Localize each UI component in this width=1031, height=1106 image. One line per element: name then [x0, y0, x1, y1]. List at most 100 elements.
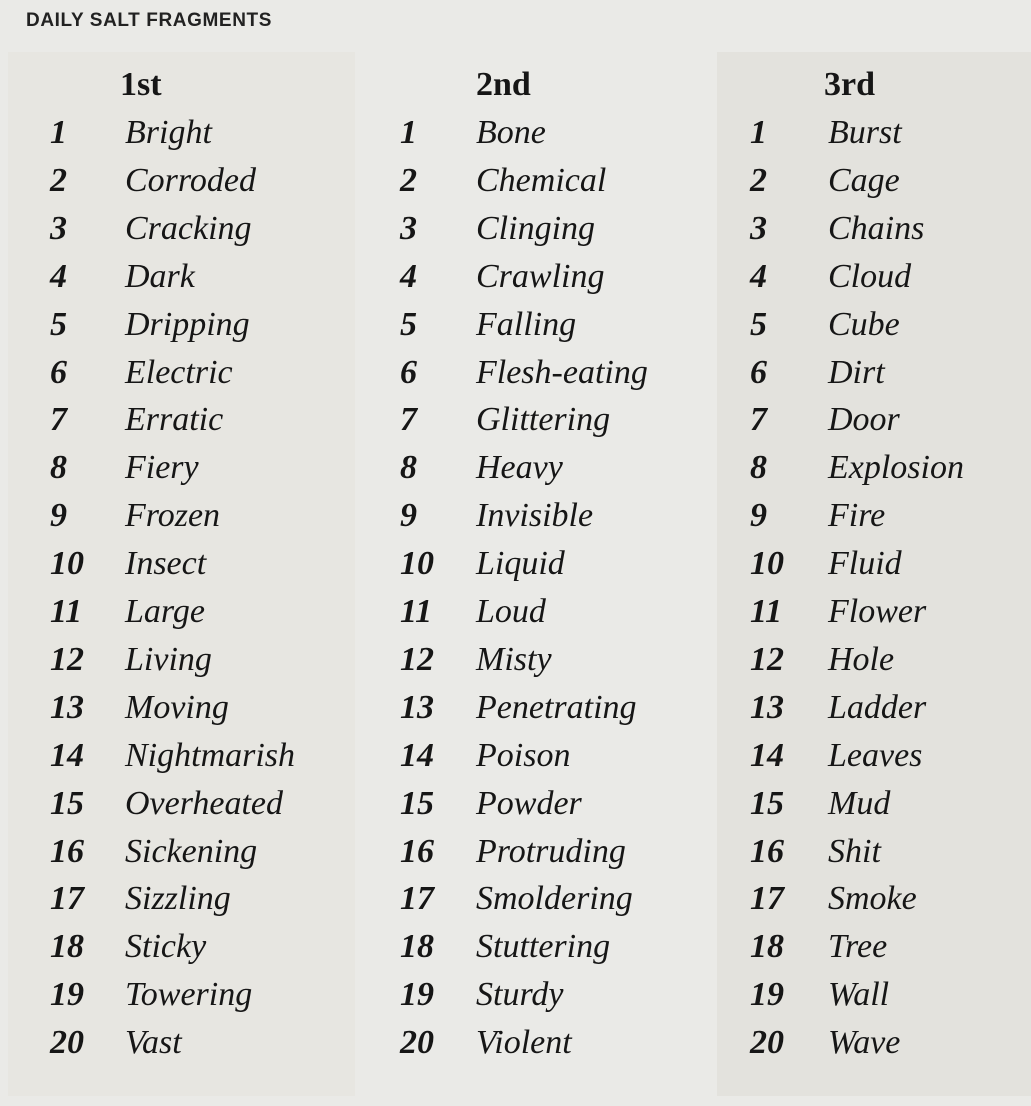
- item-number: 14: [750, 736, 784, 774]
- column-1-panel: [8, 52, 355, 1096]
- item-word: Overheated: [125, 784, 283, 822]
- item-word: Living: [125, 640, 212, 678]
- item-word: Fluid: [828, 545, 902, 583]
- item-number: 13: [750, 688, 784, 726]
- item-number: 5: [750, 305, 767, 343]
- item-word: Flower: [828, 593, 927, 630]
- item-word: Fiery: [125, 449, 199, 487]
- item-word: Ladder: [828, 688, 927, 726]
- item-number: 14: [400, 736, 434, 774]
- item-number: 5: [400, 305, 417, 343]
- item-word: Wall: [828, 976, 890, 1014]
- item-number: 15: [50, 784, 84, 822]
- item-word: Tree: [828, 928, 888, 966]
- item-number: 9: [400, 497, 417, 535]
- item-word: Sticky: [125, 928, 207, 966]
- item-number: 15: [750, 784, 784, 822]
- item-number: 2: [50, 161, 67, 199]
- item-number: 15: [400, 784, 434, 822]
- item-number: 9: [750, 497, 767, 535]
- item-number: 7: [400, 401, 417, 439]
- item-number: 12: [400, 640, 434, 678]
- item-number: 10: [50, 545, 84, 583]
- item-number: 17: [400, 880, 434, 918]
- item-word: Dirt: [828, 353, 885, 391]
- item-number: 14: [50, 736, 84, 774]
- item-word: Chains: [828, 209, 925, 247]
- item-word: Corroded: [125, 161, 256, 199]
- item-number: 20: [50, 1024, 84, 1062]
- item-number: 19: [750, 976, 784, 1014]
- item-number: 16: [400, 832, 434, 870]
- item-word: Heavy: [476, 449, 563, 487]
- item-word: Cloud: [828, 257, 912, 295]
- item-number: 20: [400, 1024, 434, 1062]
- item-word: Sickening: [125, 832, 258, 870]
- item-number: 8: [400, 449, 417, 487]
- item-number: 4: [400, 257, 417, 295]
- item-word: Clinging: [476, 209, 596, 247]
- item-word: Liquid: [476, 545, 565, 583]
- item-number: 4: [50, 257, 67, 295]
- item-word: Glittering: [476, 401, 611, 439]
- item-number: 3: [400, 209, 417, 247]
- item-number: 1: [750, 114, 767, 151]
- item-word: Frozen: [125, 497, 221, 535]
- item-word: Vast: [125, 1024, 182, 1062]
- item-word: Sturdy: [476, 976, 564, 1014]
- item-word: Bright: [125, 114, 212, 151]
- column-header: 3rd: [824, 66, 875, 103]
- item-number: 10: [750, 545, 784, 583]
- item-word: Loud: [476, 593, 546, 630]
- item-word: Sizzling: [125, 880, 231, 918]
- item-word: Cracking: [125, 209, 252, 247]
- item-word: Fire: [828, 497, 886, 535]
- item-number: 3: [50, 209, 67, 247]
- item-word: Chemical: [476, 161, 607, 199]
- item-word: Electric: [125, 353, 233, 391]
- item-word: Penetrating: [476, 688, 637, 726]
- item-number: 13: [400, 688, 434, 726]
- item-word: Hole: [828, 640, 895, 678]
- item-number: 8: [50, 449, 67, 487]
- item-number: 7: [750, 401, 767, 439]
- item-number: 5: [50, 305, 67, 343]
- item-number: 6: [400, 353, 417, 391]
- item-word: Powder: [476, 784, 582, 822]
- item-number: 11: [50, 593, 83, 630]
- item-word: Door: [828, 401, 900, 439]
- item-word: Insect: [125, 545, 207, 583]
- item-word: Violent: [476, 1024, 572, 1062]
- item-number: 1: [50, 114, 67, 151]
- item-number: 9: [50, 497, 67, 535]
- item-number: 18: [750, 928, 784, 966]
- page-title: DAILY SALT FRAGMENTS: [26, 10, 272, 31]
- item-word: Cube: [828, 305, 900, 343]
- item-number: 18: [50, 928, 84, 966]
- item-word: Wave: [828, 1024, 901, 1062]
- item-number: 3: [750, 209, 767, 247]
- column-header: 1st: [120, 66, 162, 103]
- item-word: Cage: [828, 161, 900, 199]
- item-word: Large: [125, 593, 205, 630]
- item-word: Nightmarish: [125, 736, 296, 774]
- item-word: Shit: [828, 832, 881, 870]
- item-number: 2: [750, 161, 767, 199]
- item-word: Invisible: [476, 497, 594, 535]
- item-word: Explosion: [828, 449, 964, 487]
- item-number: 12: [50, 640, 84, 678]
- item-word: Dark: [125, 257, 195, 295]
- item-number: 1: [400, 114, 417, 151]
- item-word: Protruding: [476, 832, 626, 870]
- item-number: 19: [400, 976, 434, 1014]
- item-number: 4: [750, 257, 767, 295]
- item-word: Burst: [828, 114, 902, 151]
- item-number: 2: [400, 161, 417, 199]
- item-word: Smoke: [828, 880, 917, 918]
- item-word: Mud: [828, 784, 891, 822]
- column-3-panel: [717, 52, 1031, 1096]
- item-number: 18: [400, 928, 434, 966]
- item-number: 6: [750, 353, 767, 391]
- item-number: 20: [750, 1024, 784, 1062]
- item-word: Bone: [476, 114, 546, 151]
